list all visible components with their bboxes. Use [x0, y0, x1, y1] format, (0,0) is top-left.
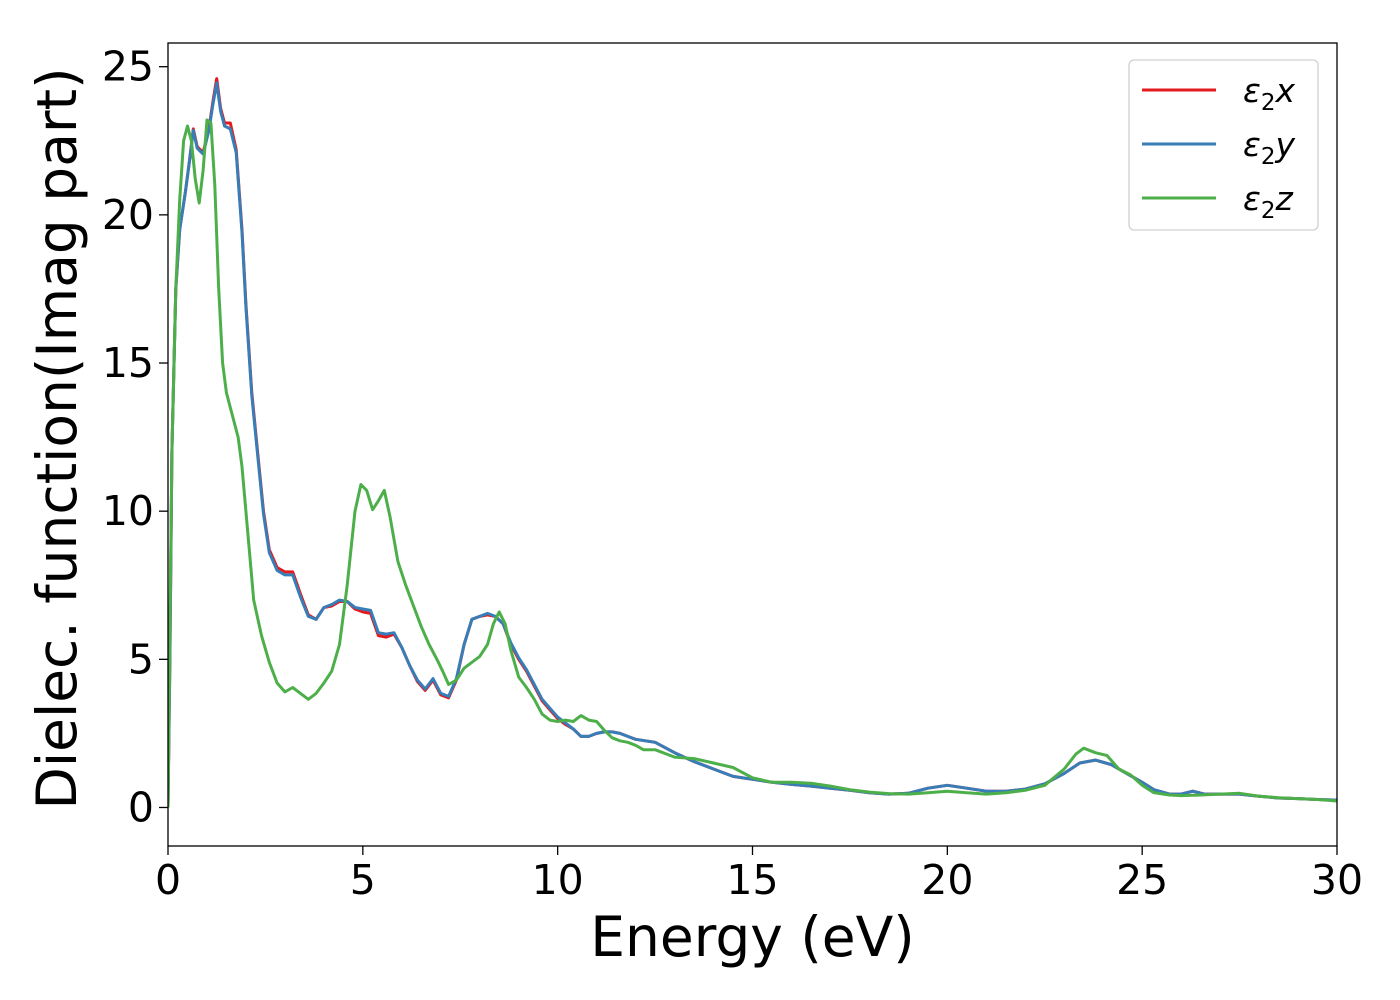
- y-tick-label: 5: [128, 635, 154, 683]
- legend: ε2x ε2y ε2z: [1128, 59, 1319, 231]
- x-tick-label: 20: [921, 856, 973, 904]
- x-tick-label: 25: [1116, 856, 1168, 904]
- x-tick-label: 15: [726, 856, 778, 904]
- y-tick-label: 10: [102, 487, 154, 535]
- y-tick-label: 15: [102, 339, 154, 387]
- x-axis: 0 5 10 15 20 25 30: [155, 846, 1363, 904]
- y-tick-label: 20: [102, 191, 154, 239]
- legend-label-y: ε2y: [1243, 125, 1295, 170]
- y-axis-title: Dielec. function(Imag part): [25, 67, 89, 809]
- y-axis: 0 5 10 15 20 25: [102, 43, 168, 831]
- legend-label-x: ε2x: [1243, 71, 1295, 116]
- y-tick-label: 25: [102, 43, 154, 91]
- y-tick-label: 0: [128, 783, 154, 831]
- legend-label-z: ε2z: [1243, 179, 1293, 224]
- series-line-z: [168, 118, 1337, 808]
- legend-box: [1128, 59, 1319, 231]
- x-tick-label: 10: [532, 856, 584, 904]
- x-tick-label: 0: [155, 856, 181, 904]
- x-tick-label: 5: [350, 856, 376, 904]
- x-axis-title: Energy (eV): [590, 905, 914, 969]
- x-tick-label: 30: [1311, 856, 1363, 904]
